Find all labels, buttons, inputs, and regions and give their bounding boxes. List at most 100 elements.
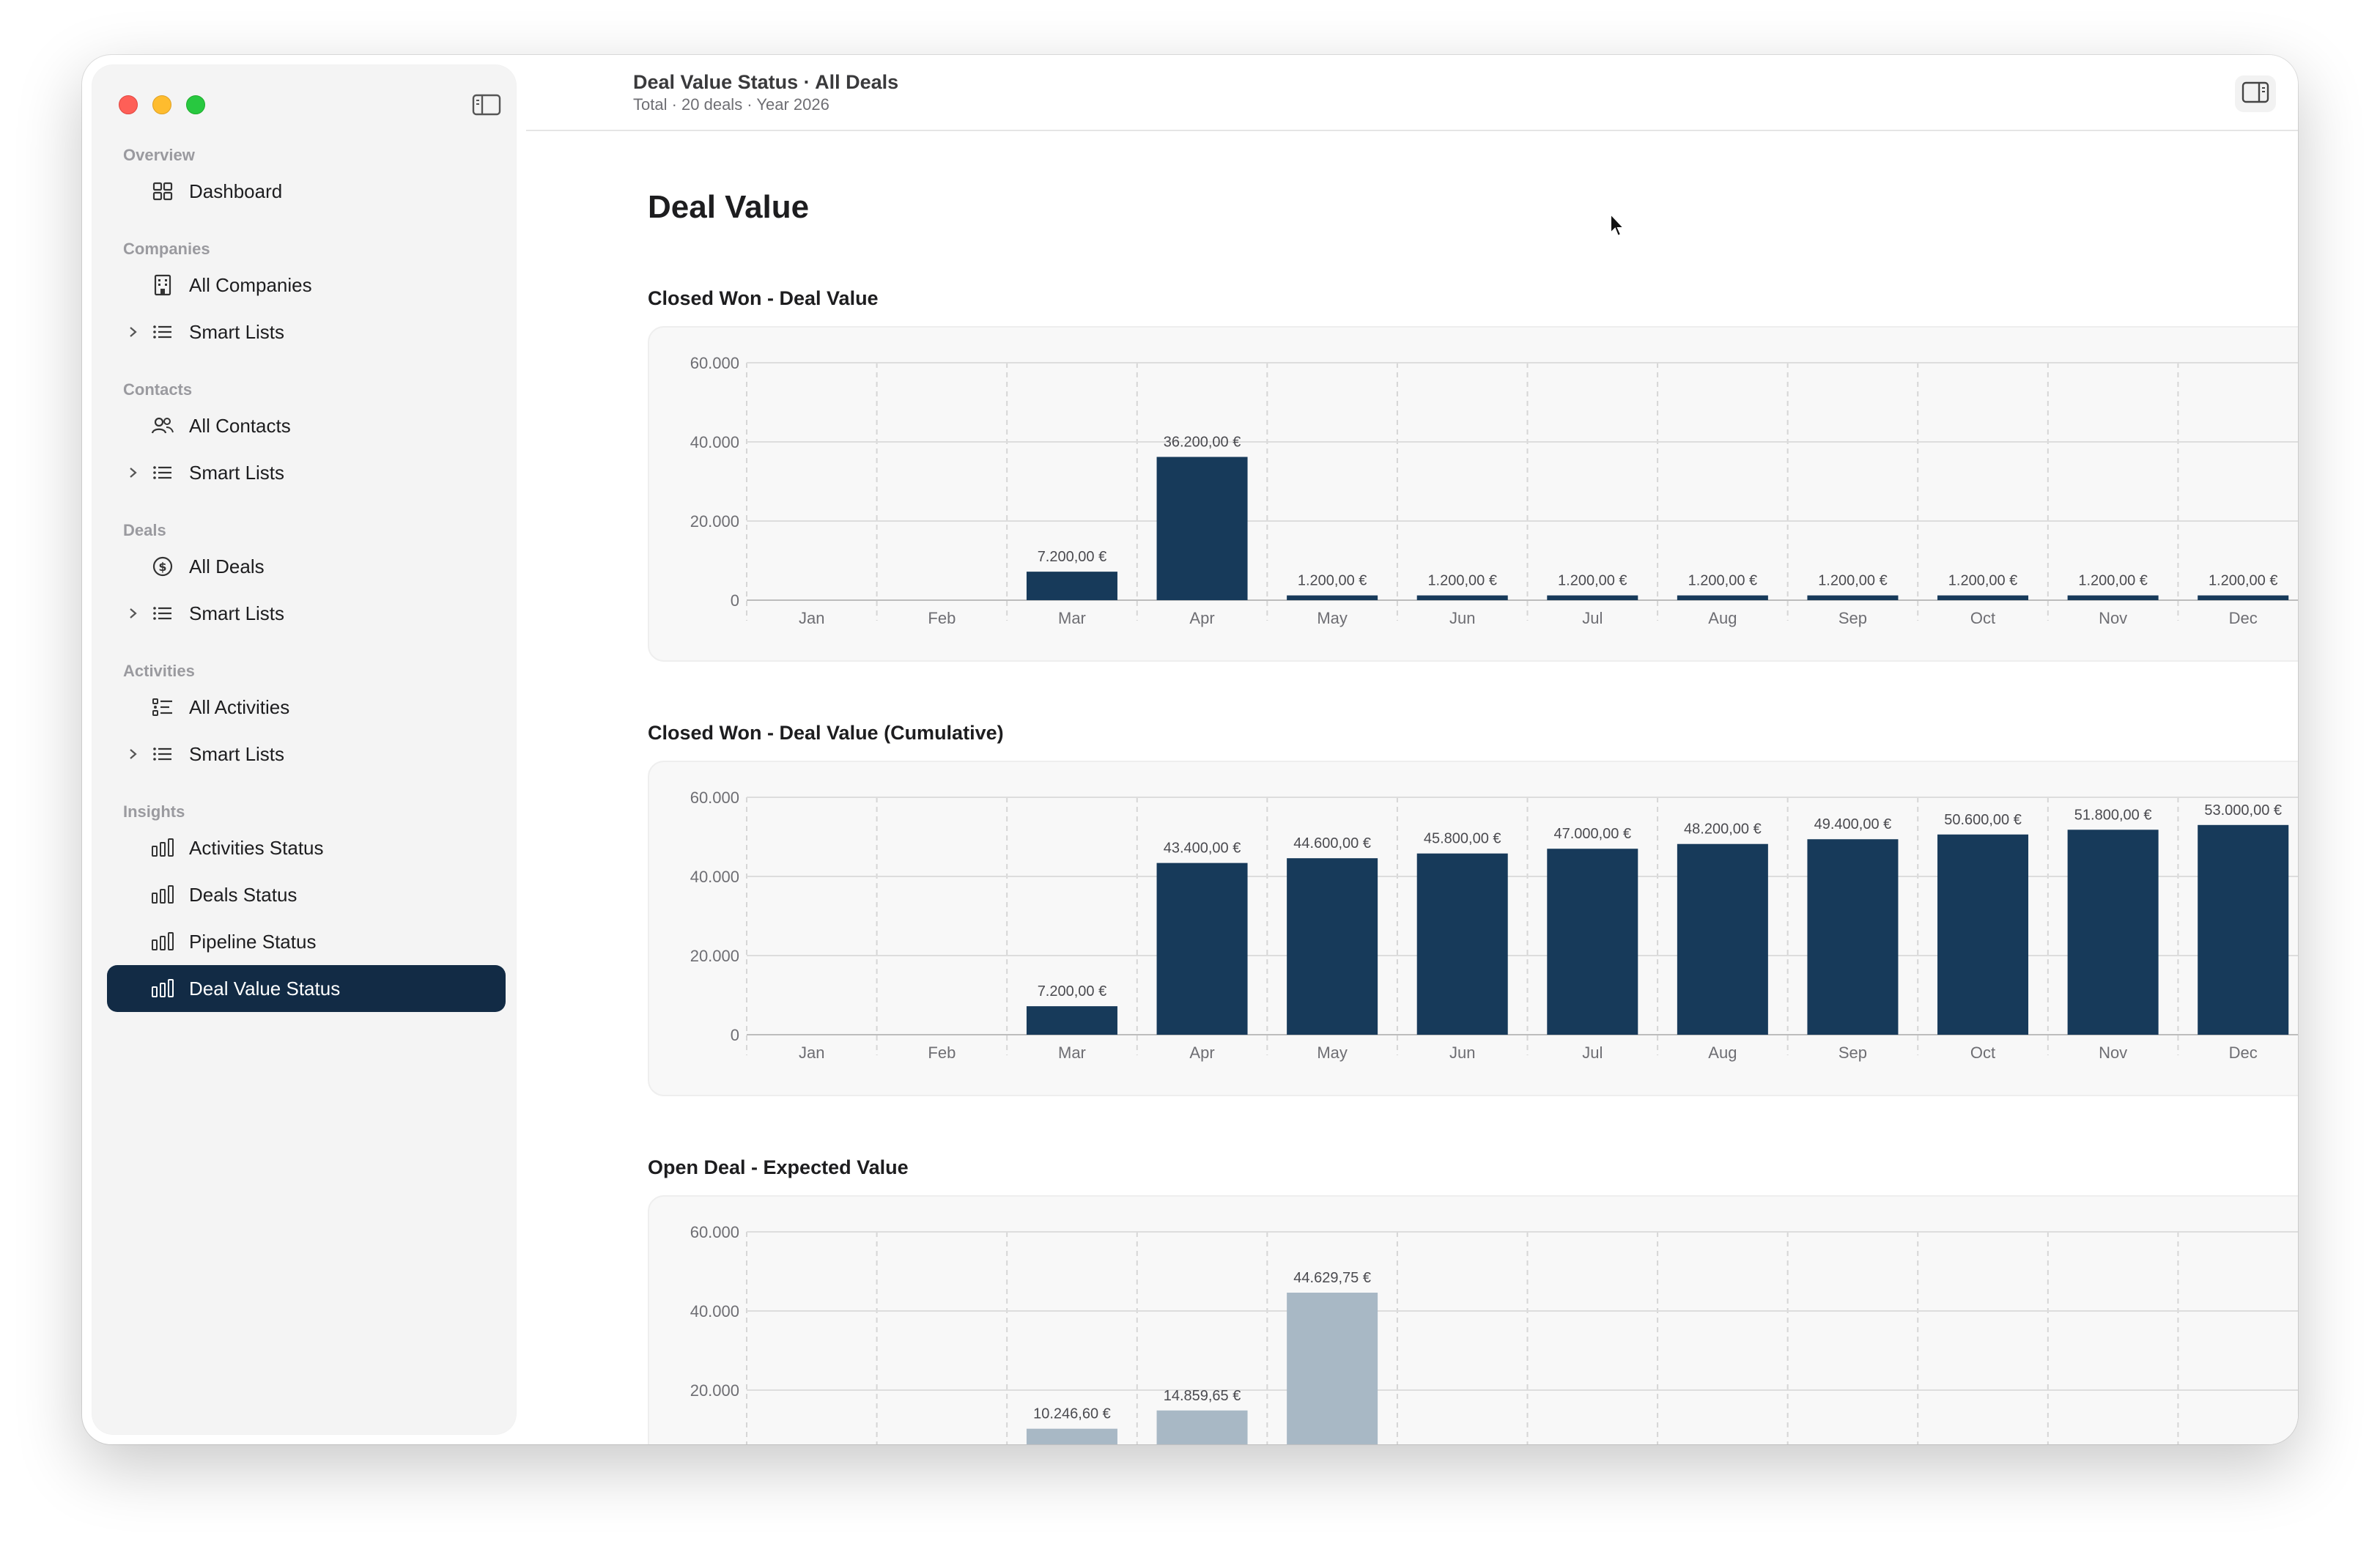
sidebar-item-deal-value-status[interactable]: Deal Value Status xyxy=(107,965,506,1012)
building-icon xyxy=(151,273,174,297)
bar xyxy=(1677,595,1768,600)
chart-card: 0 20.000 40.000 60.000 Jan Feb 7.200,00 € Mar 43… xyxy=(648,761,2298,1096)
x-tick-label: May xyxy=(1317,1044,1348,1062)
sidebar-toggle-icon[interactable] xyxy=(472,93,501,117)
x-tick-label: Jan xyxy=(799,609,824,627)
x-tick-label: May xyxy=(1317,609,1348,627)
sidebar-item-label: All Companies xyxy=(189,273,312,296)
sidebar-item-pipeline-status[interactable]: Pipeline Status xyxy=(107,918,506,965)
chart-card: 0 20.000 40.000 60.000 Jan Feb 7.200,00 € Mar 36… xyxy=(648,326,2298,662)
dollar-circle-icon: $ xyxy=(151,555,174,578)
sidebar-item-label: Smart Lists xyxy=(189,320,285,343)
x-tick-label: Sep xyxy=(1838,1044,1867,1062)
bar xyxy=(1937,834,2029,1035)
sidebar-item-all-contacts[interactable]: All Contacts xyxy=(107,402,506,449)
x-tick-label: Jun xyxy=(1449,609,1475,627)
section-label-overview: Overview xyxy=(123,146,195,164)
data-label: 1.200,00 € xyxy=(1427,573,1497,589)
data-label: 44.629,75 € xyxy=(1293,1270,1371,1286)
sidebar-item-companies-smart-lists[interactable]: Smart Lists xyxy=(107,309,506,355)
x-tick-label: Jul xyxy=(1582,609,1603,627)
sidebar-item-contacts-smart-lists[interactable]: Smart Lists xyxy=(107,449,506,496)
sidebar-item-dashboard[interactable]: Dashboard xyxy=(107,168,506,215)
chart-title: Closed Won - Deal Value xyxy=(648,287,879,309)
sidebar-item-deals-status[interactable]: Deals Status xyxy=(107,871,506,918)
data-label: 10.246,60 € xyxy=(1033,1406,1111,1422)
chevron-right-icon[interactable] xyxy=(128,464,139,481)
chevron-right-icon[interactable] xyxy=(128,605,139,622)
sidebar-item-activities-status[interactable]: Activities Status xyxy=(107,824,506,871)
y-tick-label: 20.000 xyxy=(690,1381,739,1400)
bar xyxy=(1807,595,1899,600)
bar-chart-icon xyxy=(151,977,174,1000)
minimize-window-button[interactable] xyxy=(152,95,171,114)
section-label-companies: Companies xyxy=(123,240,210,258)
bar xyxy=(2067,595,2159,600)
x-tick-label: Mar xyxy=(1058,609,1086,627)
chart-title: Open Deal - Expected Value xyxy=(648,1156,909,1178)
data-label: 48.200,00 € xyxy=(1684,821,1762,838)
bar xyxy=(1807,839,1899,1035)
bar xyxy=(1416,595,1508,600)
x-tick-label: Dec xyxy=(2229,1044,2258,1062)
y-tick-label: 40.000 xyxy=(690,868,739,886)
data-label: 1.200,00 € xyxy=(1818,573,1888,589)
data-label: 43.400,00 € xyxy=(1164,841,1241,857)
x-tick-label: Dec xyxy=(2229,609,2258,627)
sidebar-item-activities-smart-lists[interactable]: Smart Lists xyxy=(107,731,506,778)
data-label: 7.200,00 € xyxy=(1038,983,1107,1000)
y-tick-label: 60.000 xyxy=(690,1223,739,1241)
y-tick-label: 40.000 xyxy=(690,1302,739,1321)
data-label: 47.000,00 € xyxy=(1553,826,1631,842)
x-tick-label: Aug xyxy=(1708,1044,1737,1062)
section-label-deals: Deals xyxy=(123,521,166,539)
list-icon xyxy=(151,320,174,344)
close-window-button[interactable] xyxy=(119,95,138,114)
sidebar-item-all-companies[interactable]: All Companies xyxy=(107,262,506,309)
data-label: 1.200,00 € xyxy=(2209,573,2278,589)
svg-text:$: $ xyxy=(158,560,166,574)
y-tick-label: 0 xyxy=(731,1026,739,1044)
x-tick-label: Jan xyxy=(799,1044,824,1062)
bar xyxy=(1026,1428,1117,1444)
bar xyxy=(2067,830,2159,1035)
bar xyxy=(1287,595,1378,600)
zoom-window-button[interactable] xyxy=(186,95,205,114)
chevron-right-icon[interactable] xyxy=(128,745,139,763)
y-tick-label: 20.000 xyxy=(690,512,739,531)
data-label: 45.800,00 € xyxy=(1424,831,1501,847)
bar xyxy=(1156,457,1248,600)
x-tick-label: Sep xyxy=(1838,609,1867,627)
sidebar-item-label: Deal Value Status xyxy=(189,977,341,1000)
sidebar: Overview Dashboard Companies All Compani… xyxy=(92,65,516,1434)
x-tick-label: Nov xyxy=(2099,1044,2127,1062)
page-title: Deal Value xyxy=(648,189,810,225)
y-tick-label: 40.000 xyxy=(690,433,739,451)
data-label: 7.200,00 € xyxy=(1038,549,1107,565)
data-label: 36.200,00 € xyxy=(1164,435,1241,451)
bar-chart-icon xyxy=(151,836,174,860)
grid-icon xyxy=(151,180,174,203)
bar xyxy=(1937,595,2029,600)
sidebar-item-label: Activities Status xyxy=(189,836,324,859)
bar xyxy=(2198,595,2289,600)
bar xyxy=(1677,843,1768,1035)
sidebar-item-label: All Deals xyxy=(189,555,265,577)
sidebar-item-all-deals[interactable]: $ All Deals xyxy=(107,543,506,590)
sidebar-item-all-activities[interactable]: All Activities xyxy=(107,684,506,731)
window-title: Deal Value Status · All Deals xyxy=(633,71,899,93)
mouse-cursor-icon xyxy=(1609,212,1627,239)
inspector-toggle-button[interactable] xyxy=(2235,75,2276,112)
data-label: 1.200,00 € xyxy=(1298,573,1367,589)
chart-svg: 0 20.000 40.000 60.000 Jan Feb 7.200,00 € Mar 43… xyxy=(690,788,2298,1062)
sidebar-item-deals-smart-lists[interactable]: Smart Lists xyxy=(107,590,506,637)
window-subtitle: Total · 20 deals · Year 2026 xyxy=(633,95,829,114)
section-label-contacts: Contacts xyxy=(123,380,193,399)
chevron-right-icon[interactable] xyxy=(128,323,139,341)
x-tick-label: Feb xyxy=(928,1044,956,1062)
data-label: 1.200,00 € xyxy=(2078,573,2148,589)
x-tick-label: Jun xyxy=(1449,1044,1475,1062)
data-label: 1.200,00 € xyxy=(1558,573,1627,589)
sidebar-item-label: Smart Lists xyxy=(189,742,285,765)
sidebar-item-label: Dashboard xyxy=(189,180,283,202)
